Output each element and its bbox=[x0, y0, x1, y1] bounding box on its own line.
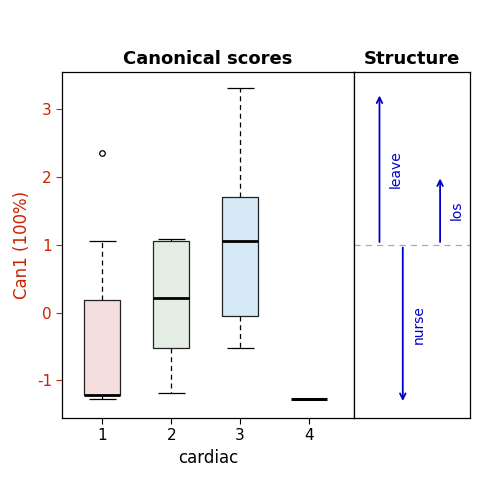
Text: los: los bbox=[449, 201, 463, 220]
Bar bbox=[84, 300, 120, 395]
Bar bbox=[222, 197, 258, 316]
Y-axis label: Can1 (100%): Can1 (100%) bbox=[13, 191, 31, 299]
Bar bbox=[153, 241, 189, 348]
Title: Canonical scores: Canonical scores bbox=[123, 49, 293, 68]
Title: Structure: Structure bbox=[364, 49, 460, 68]
X-axis label: cardiac: cardiac bbox=[178, 449, 238, 467]
Text: nurse: nurse bbox=[412, 305, 426, 344]
Text: leave: leave bbox=[389, 150, 403, 188]
